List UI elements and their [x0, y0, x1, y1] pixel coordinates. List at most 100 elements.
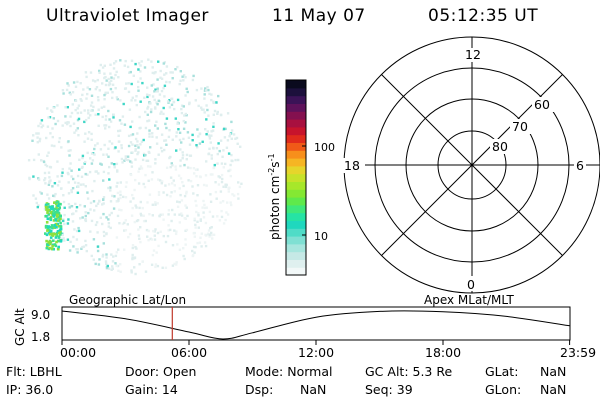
timeline-left-title: Geographic Lat/Lon	[69, 293, 186, 307]
image-pixel	[172, 179, 175, 182]
image-pixel	[101, 203, 104, 206]
image-pixel	[130, 165, 134, 168]
image-pixel	[167, 224, 170, 227]
image-pixel	[210, 134, 213, 137]
image-pixel	[127, 144, 131, 148]
image-pixel	[192, 74, 195, 78]
image-pixel	[181, 157, 184, 160]
image-pixel	[49, 217, 52, 220]
image-pixel	[101, 222, 104, 226]
image-pixel	[117, 134, 120, 137]
image-pixel	[88, 170, 92, 174]
image-pixel	[218, 149, 221, 153]
gc-altitude-curve	[61, 310, 570, 340]
image-pixel	[178, 131, 182, 134]
image-pixel	[207, 152, 210, 156]
image-pixel	[182, 79, 185, 82]
image-pixel	[86, 173, 89, 176]
image-pixel	[119, 181, 122, 184]
image-pixel	[70, 169, 73, 172]
image-pixel	[94, 87, 97, 91]
image-pixel	[212, 113, 215, 116]
image-pixel	[151, 95, 155, 98]
image-pixel	[109, 87, 113, 91]
image-pixel	[96, 202, 100, 205]
image-pixel	[226, 201, 229, 204]
timeline-plot: Geographic Lat/Lon Apex MLat/MLT GC Alt …	[13, 293, 596, 360]
image-pixel	[135, 95, 138, 98]
image-pixel	[149, 165, 152, 168]
image-pixel	[131, 257, 134, 261]
image-pixel	[44, 232, 47, 235]
image-pixel	[136, 132, 139, 135]
image-pixel	[151, 171, 154, 174]
image-pixel	[111, 83, 115, 86]
image-pixel	[52, 117, 55, 120]
image-pixel	[194, 223, 197, 227]
image-pixel	[117, 150, 120, 153]
image-pixel	[173, 107, 176, 111]
image-pixel	[77, 104, 81, 107]
image-pixel	[155, 120, 158, 123]
image-pixel	[47, 225, 50, 229]
image-pixel	[78, 168, 81, 171]
image-pixel	[68, 167, 71, 170]
image-pixel	[116, 181, 119, 185]
image-pixel	[94, 170, 97, 173]
image-pixel	[70, 190, 73, 194]
image-pixel	[131, 253, 134, 257]
image-pixel	[163, 95, 166, 98]
image-pixel	[119, 190, 122, 193]
image-pixel	[57, 216, 60, 219]
image-pixel	[51, 212, 55, 215]
image-pixel	[113, 195, 116, 198]
image-pixel	[108, 118, 111, 121]
image-pixel	[196, 128, 199, 131]
image-pixel	[167, 209, 171, 212]
image-pixel	[164, 266, 168, 269]
image-pixel	[134, 144, 137, 147]
colorbar-cell	[286, 126, 306, 136]
image-pixel	[209, 226, 212, 230]
image-pixel	[90, 109, 93, 112]
image-pixel	[108, 178, 111, 181]
image-pixel	[47, 241, 50, 244]
image-pixel	[162, 87, 165, 90]
image-pixel	[54, 244, 58, 248]
image-pixel	[89, 71, 93, 74]
image-pixel	[102, 196, 106, 199]
image-pixel	[134, 178, 137, 182]
image-pixel	[82, 245, 86, 248]
image-pixel	[183, 194, 187, 198]
image-pixel	[32, 175, 35, 178]
image-pixel	[113, 62, 116, 65]
image-pixel	[102, 212, 105, 216]
dsp-label: Dsp:	[245, 382, 274, 397]
image-pixel	[51, 135, 54, 139]
image-pixel	[31, 139, 34, 142]
polar-label-6: 6	[576, 158, 584, 173]
image-pixel	[157, 60, 160, 63]
image-pixel	[120, 209, 123, 212]
image-pixel	[197, 226, 200, 229]
image-pixel	[202, 211, 205, 214]
image-pixel	[57, 247, 60, 251]
image-pixel	[84, 211, 87, 214]
image-pixel	[138, 167, 141, 170]
image-pixel	[86, 197, 90, 200]
image-pixel	[124, 196, 128, 199]
image-pixel	[207, 88, 210, 92]
image-pixel	[76, 80, 79, 84]
image-pixel	[103, 98, 106, 101]
image-pixel	[183, 257, 186, 261]
image-pixel	[135, 103, 138, 107]
image-pixel	[179, 177, 183, 180]
image-pixel	[89, 201, 93, 205]
image-pixel	[62, 219, 65, 223]
image-pixel	[103, 124, 106, 127]
image-pixel	[131, 193, 134, 197]
image-pixel	[109, 226, 112, 230]
colorbar-tick-label-100: 100	[314, 141, 335, 154]
image-pixel	[152, 229, 155, 233]
image-pixel	[61, 89, 65, 92]
